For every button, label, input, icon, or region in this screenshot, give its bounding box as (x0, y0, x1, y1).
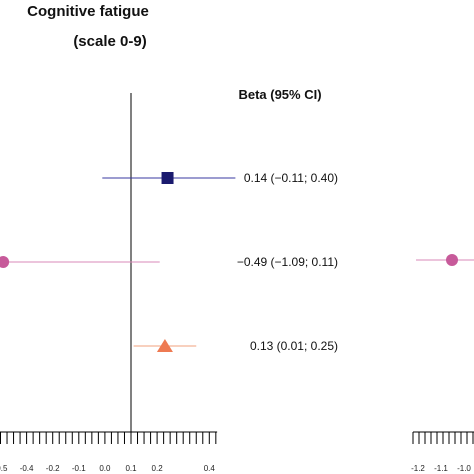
x-tick-label: -0.2 (46, 464, 60, 473)
estimate-label-1: −0.49 (−1.09; 0.11) (237, 255, 338, 269)
chart-title: Cognitive fatigue (27, 3, 149, 20)
x-tick-label: 0.2 (152, 464, 164, 473)
right-panel: -1.2 -1.1 -1.0 (411, 254, 474, 473)
x-tick-label: 0.0 (99, 464, 111, 473)
right-x-tick-label: -1.1 (434, 464, 448, 473)
main-panel: 0.14 (−0.11; 0.40) −0.49 (−1.09; 0.11) 0.1… (0, 93, 338, 473)
x-tick-label: -0.5 (0, 464, 8, 473)
column-header: Beta (95% CI) (238, 87, 321, 102)
x-tick-label: -0.1 (72, 464, 86, 473)
right-x-tick-label: -1.2 (411, 464, 425, 473)
estimate-marker-square (161, 172, 174, 184)
estimate-label-0: 0.14 (−0.11; 0.40) (244, 171, 338, 185)
x-tick-label: -0.4 (20, 464, 34, 473)
chart-subtitle: (scale 0-9) (73, 33, 146, 50)
right-x-tick-label: -1.0 (457, 464, 471, 473)
estimate-marker-triangle (156, 339, 173, 352)
estimate-marker-circle (0, 256, 10, 268)
estimate-label-2: 0.13 (0.01; 0.25) (250, 339, 338, 353)
x-tick-label: 0.4 (204, 464, 216, 473)
right-estimate-marker (446, 254, 458, 266)
x-tick-label: 0.1 (125, 464, 137, 473)
